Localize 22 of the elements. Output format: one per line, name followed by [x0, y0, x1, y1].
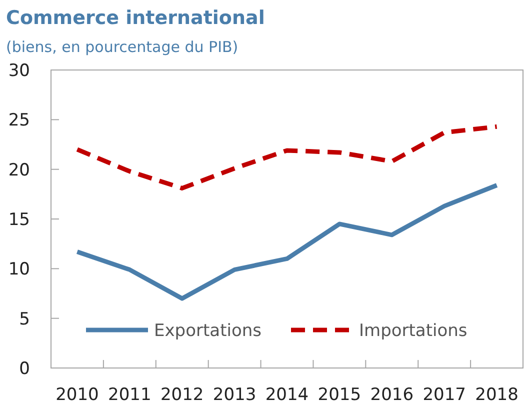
- y-tick-label: 5: [19, 309, 30, 330]
- y-tick-label: 10: [8, 260, 30, 280]
- x-tick-label: 2010: [56, 385, 99, 405]
- x-tick-label: 2012: [160, 385, 204, 405]
- x-tick-label: 2011: [108, 385, 152, 405]
- x-tick-label: 2015: [318, 385, 362, 405]
- legend-label: Exportations: [154, 320, 262, 341]
- x-tick-label: 2016: [370, 385, 414, 405]
- y-tick-label: 0: [19, 358, 30, 379]
- y-tick-label: 30: [8, 60, 30, 81]
- chart-subtitle: (biens, en pourcentage du PIB): [6, 38, 238, 56]
- line-series: [74, 124, 500, 190]
- x-tick-label: 2013: [212, 385, 256, 405]
- y-tick-label: 25: [8, 110, 30, 131]
- y-tick-label: 15: [8, 210, 30, 230]
- x-tick-label: 2018: [475, 385, 518, 405]
- y-tick-label: 20: [8, 160, 30, 180]
- x-tick-label: 2014: [265, 385, 309, 405]
- chart-title: Commerce international: [6, 7, 265, 29]
- legend-label: Importations: [359, 320, 468, 341]
- line-series: [74, 182, 500, 301]
- x-tick-label: 2017: [422, 385, 466, 405]
